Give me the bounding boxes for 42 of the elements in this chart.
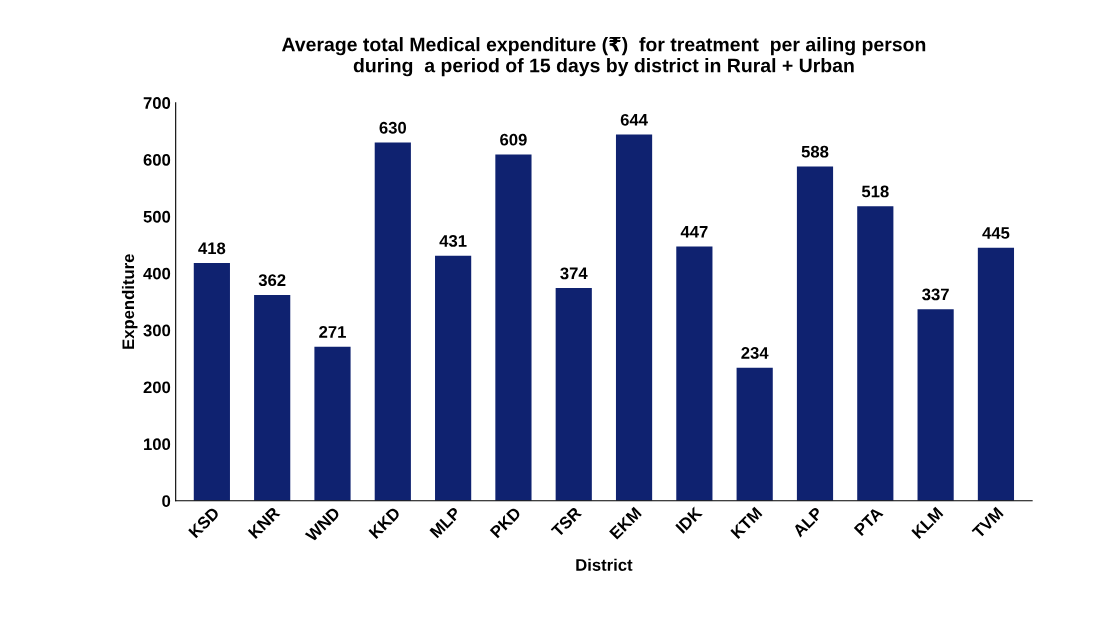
y-tick-label: 100 (144, 438, 171, 451)
bar (314, 346, 351, 501)
y-tick-label: 500 (143, 210, 171, 223)
data-label: 518 (861, 185, 889, 198)
y-tick-label: 600 (143, 153, 171, 166)
y-tick-label: 400 (143, 267, 171, 280)
data-label: 609 (500, 133, 527, 146)
x-tick-label: IDK (675, 506, 703, 534)
data-label: 644 (620, 113, 648, 126)
y-tick-label: 200 (143, 381, 171, 394)
y-axis-title: Expenditure (121, 254, 138, 349)
data-label: 447 (680, 226, 708, 238)
bar (193, 263, 230, 501)
bar (374, 142, 411, 501)
data-label: 445 (982, 227, 1010, 239)
data-label: 362 (258, 274, 286, 287)
y-tick-label: 300 (143, 324, 171, 337)
x-tick-label: TSR (550, 506, 583, 538)
x-axis-title: District (576, 558, 633, 571)
bar (736, 367, 773, 501)
y-tick-label: 700 (143, 97, 171, 109)
chart-title: Average total Medical expenditure (₹) for treatment per ailing person during a period of 15 days by district in Rural + Urban (281, 36, 926, 77)
data-label: 418 (198, 242, 226, 255)
y-tick-label: 0 (162, 495, 171, 507)
data-label: 337 (922, 288, 949, 301)
bar (254, 294, 291, 501)
bar (435, 255, 472, 501)
bar (977, 247, 1015, 501)
data-label: 630 (379, 121, 407, 134)
data-label: 374 (560, 267, 588, 280)
bar (676, 246, 713, 501)
data-label: 271 (319, 326, 346, 338)
bar (615, 134, 653, 501)
x-tick-label: PTA (853, 506, 884, 537)
bar (917, 309, 954, 501)
data-label: 588 (801, 145, 829, 158)
data-label: 234 (741, 347, 769, 359)
bar (857, 206, 894, 501)
data-label: 431 (439, 235, 467, 247)
bar (555, 288, 592, 501)
bar (495, 154, 532, 501)
bar (796, 166, 834, 501)
